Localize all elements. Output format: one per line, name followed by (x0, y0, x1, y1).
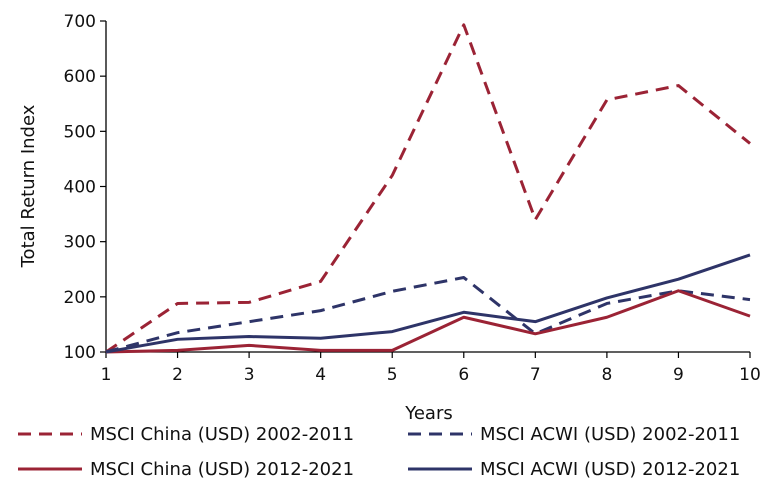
series-layer (105, 23, 751, 354)
series-line-2 (105, 276, 751, 354)
x-tick-label: 5 (387, 365, 398, 385)
legend-label-3: MSCI China (USD) 2012-2021 (90, 459, 354, 480)
x-tick-label: 3 (244, 365, 255, 385)
y-tick-label: 500 (64, 122, 96, 142)
series-line-1 (105, 23, 751, 354)
series-line-4 (105, 253, 751, 354)
x-axis-title: Years (404, 403, 453, 424)
y-tick-label: 100 (64, 343, 96, 363)
series-line-3 (105, 289, 751, 354)
x-tick-label: 9 (673, 365, 684, 385)
x-tick-label: 8 (601, 365, 612, 385)
legend-label-1: MSCI China (USD) 2002-2011 (90, 424, 354, 445)
x-tick-label: 10 (739, 365, 761, 385)
y-tick-label: 200 (64, 288, 96, 308)
x-tick-label: 7 (530, 365, 541, 385)
chart-axes: 100 200 300 400 500 600 700 1 2 3 4 5 6 7 8 9 10 (64, 12, 761, 385)
chart-legend: MSCI China (USD) 2002-2011 MSCI ACWI (USD… (18, 424, 740, 480)
legend-label-4: MSCI ACWI (USD) 2012-2021 (480, 459, 740, 480)
x-tick-label: 6 (458, 365, 469, 385)
x-tick-label: 1 (101, 365, 112, 385)
y-tick-label: 700 (64, 12, 96, 32)
y-tick-label: 300 (64, 233, 96, 253)
legend-label-2: MSCI ACWI (USD) 2002-2011 (480, 424, 740, 445)
y-tick-label: 600 (64, 67, 96, 87)
y-tick-label: 400 (64, 178, 96, 198)
x-tick-label: 4 (315, 365, 326, 385)
x-tick-label: 2 (172, 365, 183, 385)
y-axis-title: Total Return Index (18, 104, 39, 268)
